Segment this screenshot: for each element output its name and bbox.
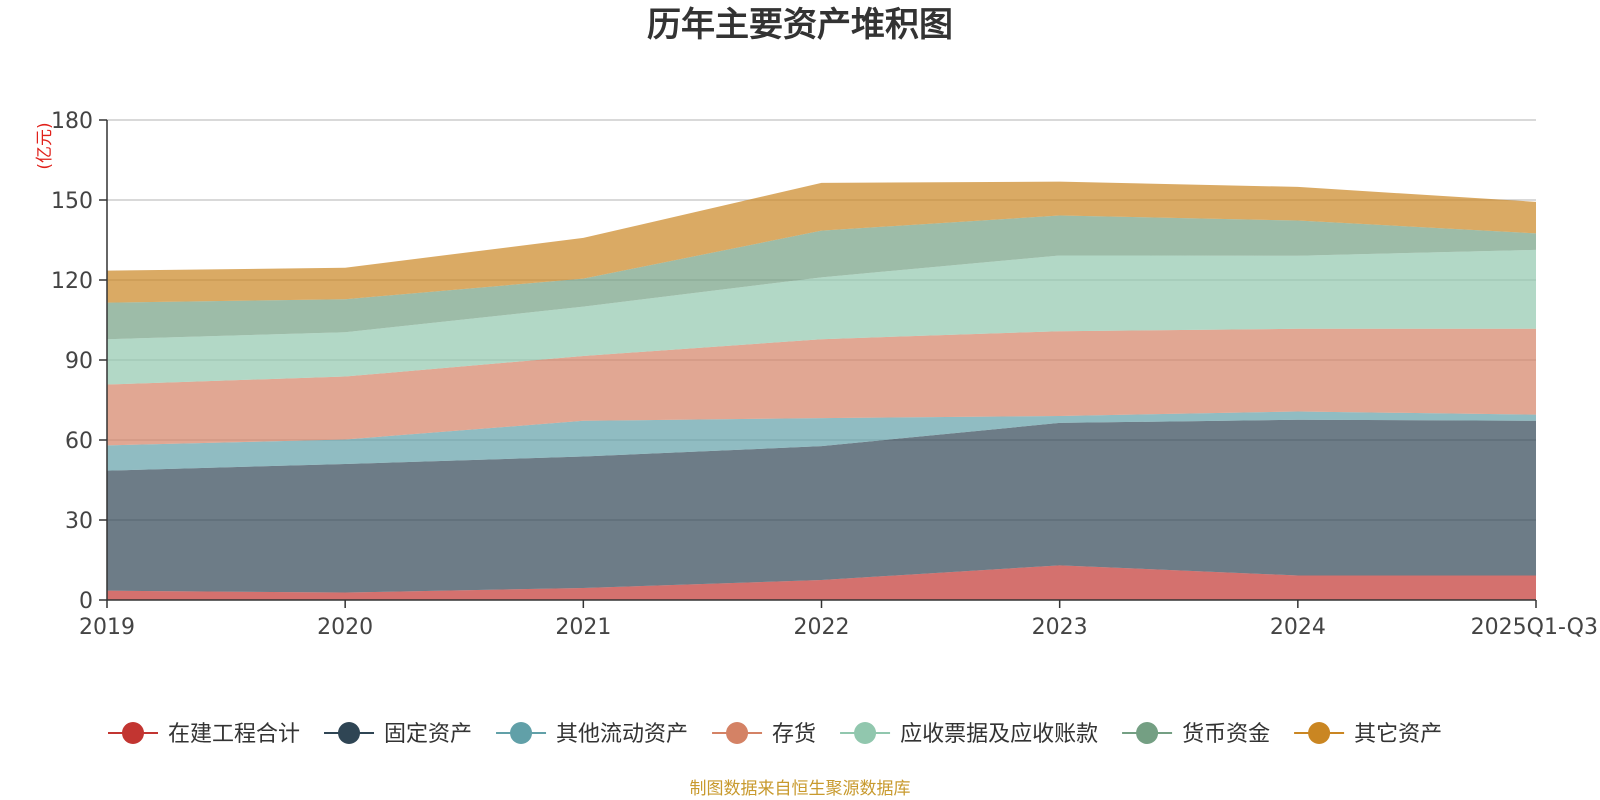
x-tick-label-1: 2020 (317, 615, 373, 640)
source-note: 制图数据来自恒生聚源数据库 (690, 779, 911, 799)
x-tick-label-2: 2021 (555, 615, 611, 640)
legend-marker-4 (854, 722, 877, 744)
area-series-1 (107, 419, 1536, 593)
y-tick-label-0: 0 (79, 589, 93, 614)
area-series-group (107, 181, 1536, 600)
legend-item-3: 存货 (712, 722, 816, 747)
legend-marker-5 (1136, 722, 1159, 744)
legend-marker-2 (510, 722, 533, 744)
area-series-5 (107, 215, 1536, 340)
legend-label-6: 其它资产 (1354, 722, 1442, 747)
legend-marker-1 (338, 722, 361, 744)
y-axis-unit: (亿元) (35, 122, 55, 169)
area-series-0 (107, 565, 1536, 600)
y-tick-label-5: 150 (51, 189, 93, 214)
area-series-4 (107, 249, 1536, 385)
y-tick-label-1: 30 (65, 509, 93, 534)
y-tick-label-3: 90 (65, 349, 93, 374)
x-tick-label-6: 2025Q1-Q3 (1471, 615, 1598, 640)
axes: 0 30 60 90 120 150 180 2019 2020 2021 2022 2023 2024… (51, 109, 1598, 640)
x-tick-label-3: 2022 (794, 615, 850, 640)
legend-label-4: 应收票据及应收账款 (900, 722, 1098, 747)
area-series-2 (107, 411, 1536, 471)
x-tick-label-0: 2019 (79, 615, 135, 640)
area-series-3 (107, 328, 1536, 446)
legend-item-5: 货币资金 (1122, 722, 1270, 747)
y-tick-label-2: 60 (65, 429, 93, 454)
y-tick-label-4: 120 (51, 269, 93, 294)
legend-item-2: 其他流动资产 (496, 722, 688, 747)
legend-label-3: 存货 (772, 722, 816, 747)
legend-item-1: 固定资产 (324, 722, 472, 747)
legend-item-6: 其它资产 (1294, 722, 1442, 747)
legend-marker-0 (122, 722, 144, 744)
legend-marker-6 (1308, 722, 1331, 744)
legend-label-2: 其他流动资产 (556, 722, 688, 747)
y-tick-label-6: 180 (51, 109, 93, 134)
legend-item-4: 应收票据及应收账款 (840, 722, 1098, 747)
chart-title: 历年主要资产堆积图 (647, 5, 953, 45)
area-series-6 (107, 181, 1536, 303)
x-tick-label-4: 2023 (1032, 615, 1088, 640)
legend-label-1: 固定资产 (384, 722, 472, 747)
legend-item-0: 在建工程合计 (108, 722, 300, 747)
legend-marker-3 (726, 722, 749, 744)
legend: 在建工程合计 固定资产 其他流动资产 存货 应收票据及应收账款 货币资金 其它资产 (108, 722, 1442, 747)
legend-label-5: 货币资金 (1182, 722, 1270, 747)
legend-label-0: 在建工程合计 (168, 722, 300, 747)
x-tick-label-5: 2024 (1270, 615, 1326, 640)
